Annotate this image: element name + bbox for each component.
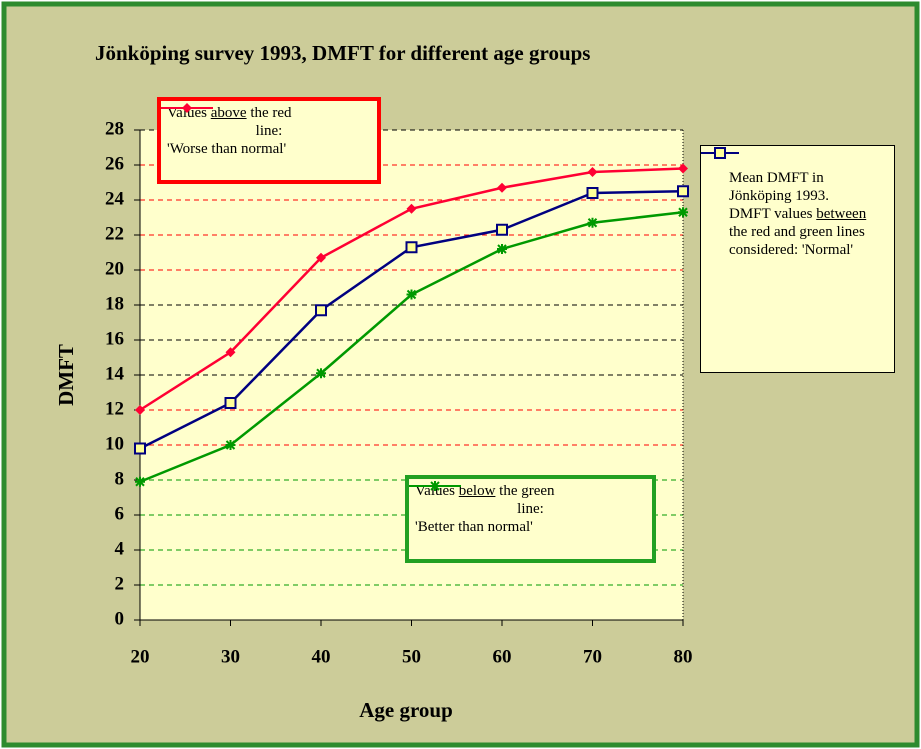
point [587, 167, 598, 177]
note-text: 'Worse than normal' [167, 141, 287, 157]
y-tick-label: 2 [115, 573, 125, 594]
point [315, 304, 327, 317]
y-tick-label: 26 [105, 153, 124, 174]
note-line: 'Worse than normal' [167, 140, 371, 158]
y-tick-label: 28 [105, 118, 124, 139]
note-text: line: [517, 501, 544, 517]
note-text: 'Better than normal' [415, 519, 533, 535]
note-key [701, 147, 888, 169]
y-tick-label: 14 [105, 363, 125, 384]
point [316, 252, 326, 263]
legend-key [161, 103, 213, 113]
note-text: line: [255, 123, 283, 139]
red-note: Values above the red line: 'Worse than nor… [157, 97, 381, 184]
blue-note: Mean DMFT in Jönköping 1993. DMFT values … [700, 145, 895, 373]
y-tick-label: 22 [105, 223, 124, 244]
point [678, 207, 688, 218]
note-text: the green [495, 483, 555, 499]
point [497, 182, 507, 193]
y-tick-label: 12 [105, 398, 124, 419]
point [225, 440, 236, 450]
point [678, 163, 688, 174]
note-text: the red and green lines considered: 'Nor… [729, 224, 865, 258]
point [497, 244, 507, 254]
note-line: line: [161, 103, 371, 140]
point [430, 481, 440, 491]
point [134, 442, 146, 455]
note-text: the red [246, 105, 292, 121]
note-line: DMFT values between the red and green li… [729, 205, 888, 259]
point [182, 103, 192, 113]
y-axis-label: DMFT [54, 344, 78, 406]
y-tick-label: 10 [105, 433, 124, 454]
point [586, 187, 599, 199]
point [677, 185, 689, 198]
note-line: Mean DMFT in Jönköping 1993. [729, 170, 830, 204]
legend-key [701, 147, 739, 159]
note-line: line: [409, 481, 646, 518]
green-note: Values below the green line: 'Better than … [405, 475, 656, 563]
point [224, 397, 237, 409]
y-tick-label: 24 [105, 188, 125, 209]
point [406, 289, 417, 300]
x-tick-label: 50 [402, 646, 421, 667]
point [405, 241, 418, 254]
y-tick-label: 16 [105, 328, 124, 349]
y-tick-label: 4 [115, 538, 125, 559]
point [714, 147, 726, 159]
x-tick-label: 20 [131, 646, 150, 667]
note-line: 'Better than normal' [415, 518, 646, 536]
x-tick-label: 70 [583, 646, 602, 667]
x-tick-label: 80 [674, 646, 693, 667]
point [496, 223, 508, 236]
point [406, 203, 417, 214]
y-tick-label: 6 [115, 503, 125, 524]
x-tick-label: 60 [493, 646, 512, 667]
note-text: DMFT values [729, 206, 817, 222]
x-axis-label: Age group [359, 698, 453, 722]
legend-key [409, 481, 461, 491]
y-tick-label: 8 [115, 468, 125, 489]
y-tick-label: 18 [105, 293, 124, 314]
point [135, 476, 145, 487]
y-tick-label: 0 [115, 608, 125, 629]
chart-title: Jönköping survey 1993, DMFT for differen… [95, 41, 590, 65]
note-text: between [816, 206, 867, 222]
y-tick-label: 20 [105, 258, 124, 279]
point [135, 405, 145, 415]
point [316, 368, 326, 379]
x-tick-label: 30 [221, 646, 240, 667]
note-text: below [458, 483, 496, 499]
x-tick-label: 40 [312, 646, 331, 667]
note-text: above [210, 105, 247, 121]
point [225, 347, 236, 358]
point [587, 217, 598, 228]
